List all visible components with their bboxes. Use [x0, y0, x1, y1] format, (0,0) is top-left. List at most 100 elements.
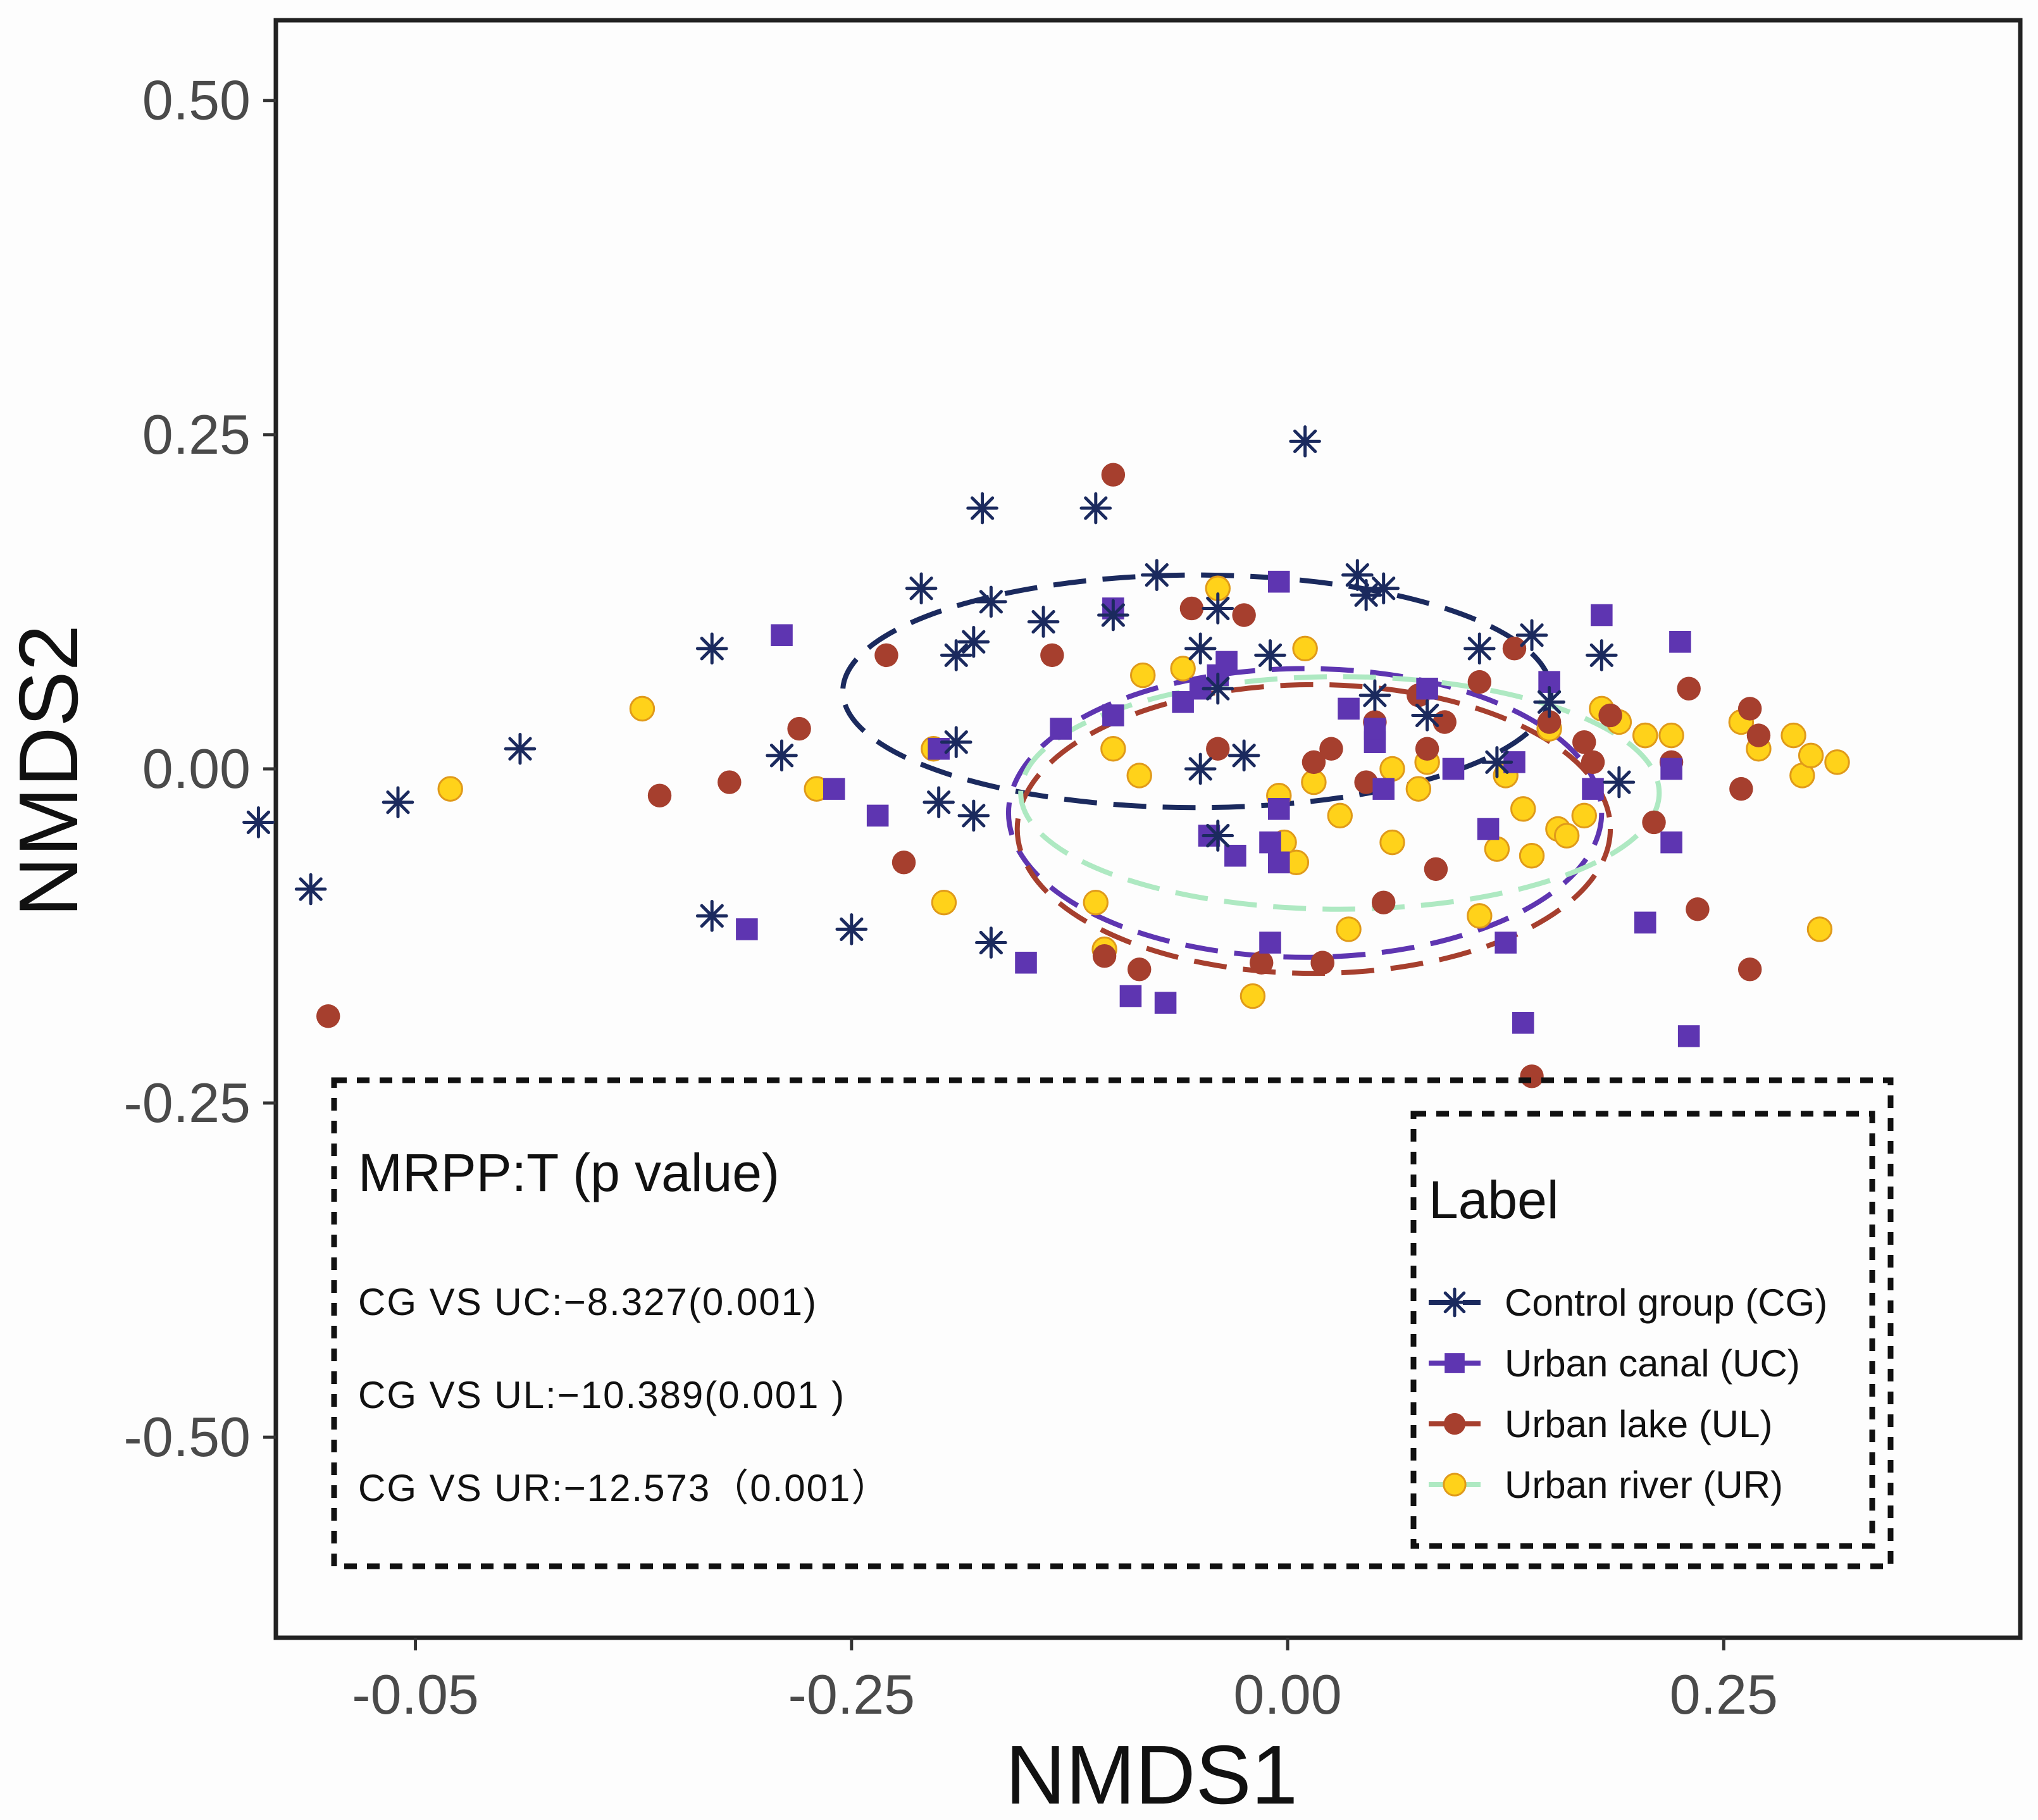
data-point-circle: [1729, 776, 1753, 801]
legend-marker: [1439, 1287, 1470, 1318]
data-point-circle: [1206, 737, 1230, 761]
data-point-square: [1416, 677, 1438, 700]
data-point-square: [1669, 630, 1691, 653]
data-point-circle: [1083, 889, 1109, 916]
data-point-circle: [1126, 763, 1152, 788]
data-point-circle: [1179, 596, 1204, 621]
data-point-square: [1154, 992, 1177, 1014]
data-point-circle: [1336, 916, 1362, 942]
data-point-square: [1102, 704, 1124, 726]
data-point-circle: [1092, 944, 1117, 968]
mrpp-line-ul: CG VS UL:−10.389(0.001 ): [358, 1374, 845, 1416]
data-point-circle: [647, 783, 672, 807]
x-tick-label: 0.25: [1670, 1663, 1778, 1726]
data-point-circle: [1737, 697, 1762, 721]
data-point-asterisk: [1463, 632, 1496, 665]
data-point-square: [1050, 718, 1072, 740]
data-point-circle: [1806, 916, 1833, 942]
data-point-asterisk: [940, 726, 972, 758]
ellipse-2: [1014, 682, 1613, 976]
data-point-asterisk: [1515, 619, 1548, 652]
y-tick-label: -0.25: [123, 1071, 251, 1134]
data-point-asterisk: [966, 492, 998, 525]
data-point-square: [1119, 985, 1142, 1007]
y-tick-label: 0.50: [142, 69, 251, 132]
data-point-circle: [437, 776, 463, 802]
data-point-circle: [1130, 662, 1156, 689]
data-point-circle: [1642, 810, 1666, 835]
data-point-asterisk: [504, 732, 537, 765]
data-point-circle: [1101, 463, 1126, 487]
data-point-circle: [1371, 890, 1396, 914]
data-point-circle: [1432, 710, 1457, 734]
data-point-circle: [1510, 796, 1536, 822]
data-point-asterisk: [382, 786, 414, 819]
data-point-circle: [1415, 737, 1439, 761]
data-point-asterisk: [1603, 766, 1636, 799]
data-point-square: [1259, 831, 1281, 854]
data-point-circle: [1170, 656, 1196, 682]
data-point-circle: [1310, 951, 1334, 975]
data-point-asterisk: [1367, 572, 1400, 605]
x-tick-label: -0.25: [788, 1663, 916, 1726]
data-point-asterisk: [1254, 639, 1286, 671]
data-point-circle: [1484, 836, 1510, 862]
data-point-square: [1259, 932, 1281, 954]
data-point-square: [1442, 757, 1465, 780]
data-point-circle: [1677, 676, 1701, 701]
data-point-asterisk: [1184, 752, 1217, 785]
legend-box: [1410, 1111, 1875, 1549]
data-point-square: [1267, 570, 1290, 593]
legend-label: Control group (CG): [1505, 1281, 1827, 1324]
data-point-square: [1582, 778, 1604, 800]
data-point-asterisk: [905, 572, 938, 605]
data-point-asterisk: [957, 625, 990, 658]
y-tick-label: -0.50: [123, 1406, 251, 1468]
data-point-circle: [1824, 749, 1850, 775]
legend-marker: [1443, 1473, 1467, 1497]
data-point-square: [1267, 851, 1290, 874]
data-point-circle: [1319, 737, 1343, 761]
data-point-asterisk: [1202, 820, 1234, 852]
legend-marker: [1443, 1412, 1466, 1435]
data-point-asterisk: [1079, 492, 1112, 525]
data-point-circle: [1553, 823, 1580, 849]
ellipse-3: [1018, 674, 1662, 912]
data-point-circle: [892, 851, 916, 875]
data-point-square: [1372, 778, 1395, 800]
legend-items: Control group (CG) Urban canal (UC) Urban …: [1429, 1281, 1827, 1506]
data-point-circle: [1502, 637, 1527, 661]
mrpp-line-uc: CG VS UC:−8.327(0.001): [358, 1281, 817, 1323]
data-point-circle: [1632, 722, 1658, 749]
data-point-square: [1512, 1012, 1534, 1034]
data-point-circle: [874, 643, 898, 668]
data-point-circle: [931, 889, 957, 916]
data-point-square: [1267, 798, 1290, 820]
data-point-square: [1338, 697, 1360, 720]
data-point-circle: [1405, 776, 1432, 802]
data-point-asterisk: [695, 900, 728, 932]
data-point-circle: [1232, 603, 1256, 627]
data-point-square: [1364, 718, 1386, 740]
data-point-asterisk: [940, 639, 972, 671]
data-point-circle: [1598, 703, 1622, 728]
data-point-circle: [1040, 643, 1064, 668]
data-point-square: [771, 624, 793, 646]
data-point-square: [1215, 651, 1238, 673]
data-point-asterisk: [1097, 599, 1129, 632]
data-point-asterisk: [975, 585, 1007, 618]
data-point-circle: [1798, 742, 1824, 769]
data-point-circle: [1467, 903, 1493, 929]
y-axis-title: NMDS2: [2, 625, 95, 917]
legend-label: Urban river (UR): [1505, 1464, 1783, 1506]
mrpp-box: [331, 1077, 1894, 1569]
data-point-circle: [1379, 829, 1405, 856]
data-point-circle: [718, 770, 742, 794]
data-point-circle: [1354, 770, 1378, 794]
data-point-circle: [1327, 802, 1353, 829]
legend-label: Urban canal (UC): [1505, 1342, 1800, 1385]
data-point-circle: [1520, 1064, 1544, 1088]
data-point-circle: [1379, 756, 1405, 782]
data-point-square: [1015, 951, 1037, 974]
ellipse-1: [1005, 666, 1605, 960]
